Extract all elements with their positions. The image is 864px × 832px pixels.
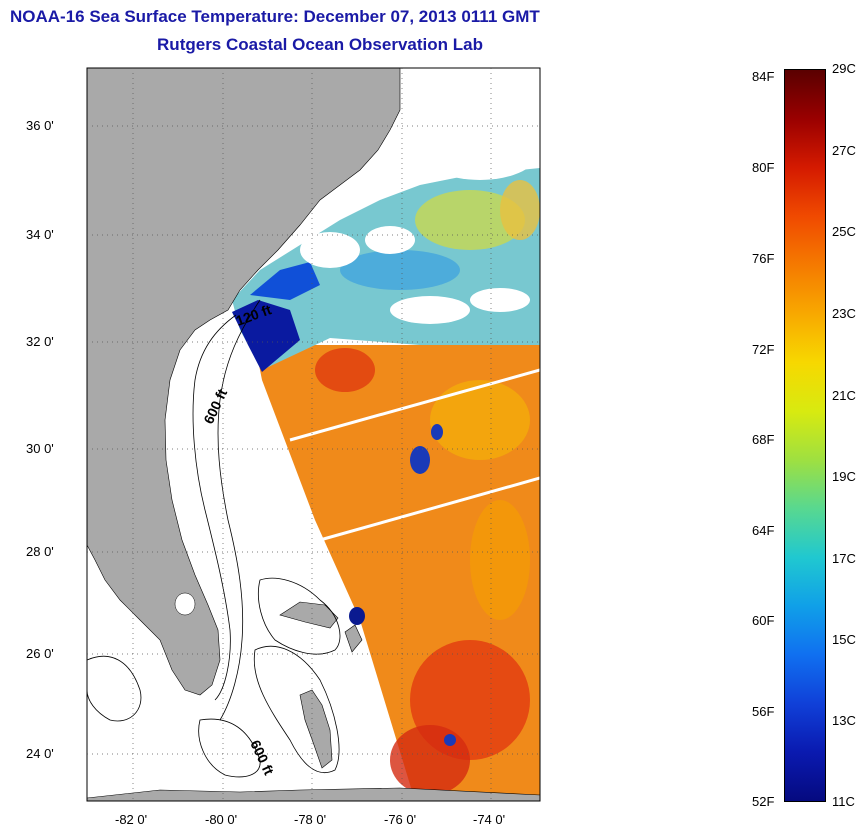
- lat-label: 24 0': [26, 746, 54, 761]
- cloud-patch: [390, 296, 470, 324]
- colorbar-f-label: 84F: [752, 69, 775, 84]
- colorbar-c-label: 21C: [832, 388, 856, 403]
- contour-bahamas: [257, 577, 341, 655]
- lat-label: 32 0': [26, 334, 54, 349]
- lat-label: 26 0': [26, 646, 54, 661]
- contour-600ft: [217, 299, 261, 721]
- land-bahamas: [299, 689, 333, 769]
- map-subtitle: Rutgers Coastal Ocean Observation Lab: [157, 35, 483, 54]
- cloud-patch: [365, 226, 415, 254]
- colorbar-f-label: 56F: [752, 704, 775, 719]
- swath-gap: [319, 476, 540, 542]
- colorbar-c-label: 27C: [832, 143, 856, 158]
- sst-mid-patch: [470, 500, 530, 620]
- lon-label: -78 0': [294, 812, 327, 827]
- sst-cold-spot: [444, 734, 456, 746]
- colorbar-f-label: 80F: [752, 160, 775, 175]
- cloud-patch: [470, 288, 530, 312]
- land-bahamas: [344, 624, 363, 653]
- sst-cool-strip: [340, 250, 460, 290]
- sst-cold-spot: [410, 446, 430, 474]
- colorbar-c-label: 19C: [832, 469, 856, 484]
- cloud-patch: [300, 232, 360, 268]
- sst-cold-spot: [431, 424, 443, 440]
- lat-label: 30 0': [26, 441, 54, 456]
- lat-label: 36 0': [26, 118, 54, 133]
- colorbar-f-label: 64F: [752, 523, 775, 538]
- colorbar-c-label: 11C: [832, 794, 855, 809]
- land-us-coast: [87, 68, 401, 696]
- contour-bahamas: [253, 645, 340, 773]
- sst-cold-wedge: [250, 262, 320, 300]
- map-title: NOAA-16 Sea Surface Temperature: Decembe…: [10, 7, 540, 26]
- lon-label: -80 0': [205, 812, 238, 827]
- contour-florida-keys: [87, 655, 142, 722]
- sst-hot-patch: [390, 725, 470, 795]
- contour-bahamas: [198, 718, 261, 778]
- sst-warm-strip: [500, 180, 540, 240]
- lon-label: -76 0': [384, 812, 417, 827]
- lake-okeechobee: [174, 592, 196, 616]
- colorbar-c-label: 17C: [832, 551, 856, 566]
- contour-120ft: [192, 314, 237, 701]
- colorbar-f-label: 76F: [752, 251, 775, 266]
- colorbar-f-label: 52F: [752, 794, 775, 809]
- colorbar-f-label: 72F: [752, 342, 775, 357]
- sst-mid-patch: [430, 380, 530, 460]
- colorbar-f-label: 60F: [752, 613, 775, 628]
- colorbar-c-label: 13C: [832, 713, 856, 728]
- plot-frame: [86, 67, 541, 802]
- colorbar: [784, 69, 826, 802]
- sst-hot-patch: [315, 348, 375, 392]
- land-cuba: [87, 787, 540, 801]
- lat-label: 28 0': [26, 544, 54, 559]
- colorbar-c-label: 25C: [832, 224, 856, 239]
- cloud-patch: [420, 120, 540, 180]
- land-bahamas: [279, 601, 339, 629]
- lat-label: 34 0': [26, 227, 54, 242]
- colorbar-c-label: 23C: [832, 306, 856, 321]
- lon-label: -82 0': [115, 812, 148, 827]
- colorbar-f-label: 68F: [752, 432, 775, 447]
- lon-label: -74 0': [473, 812, 506, 827]
- gridlines: [87, 68, 540, 801]
- colorbar-c-label: 29C: [832, 61, 856, 76]
- colorbar-c-label: 15C: [832, 632, 856, 647]
- swath-gap: [289, 368, 540, 442]
- sst-cold-spot: [349, 607, 365, 625]
